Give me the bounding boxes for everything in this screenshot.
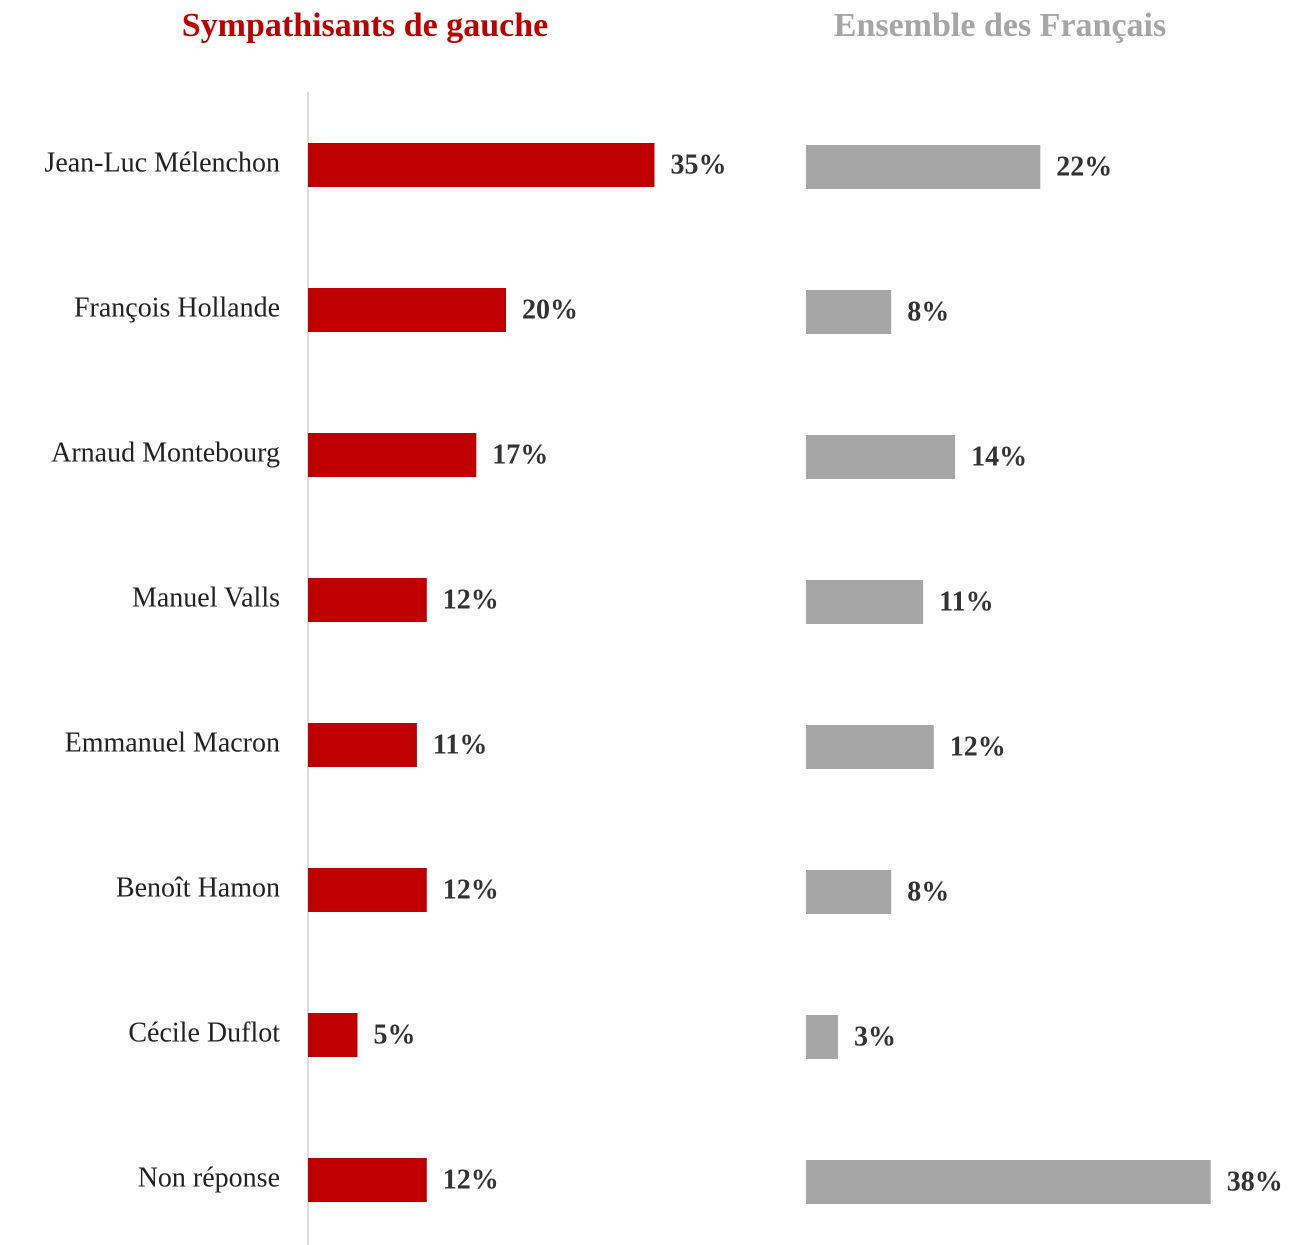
bar [806,290,892,334]
value-label: 20% [522,294,578,325]
bar [806,145,1041,189]
bar [806,1160,1211,1204]
bar [308,1013,358,1057]
value-label: 11% [939,586,993,617]
bar [806,725,934,769]
bar [308,433,477,477]
bar [806,870,892,914]
bar [308,578,427,622]
category-label: Cécile Duflot [128,1017,280,1048]
value-label: 3% [854,1021,896,1052]
value-label: 35% [671,149,727,180]
value-label: 12% [443,874,499,905]
bar [308,723,417,767]
bar [308,143,655,187]
value-label: 8% [907,296,949,327]
bar [806,435,956,479]
category-label: Non réponse [138,1162,280,1193]
bar [308,1158,427,1202]
bar [806,1015,838,1059]
value-label: 14% [971,441,1027,472]
bar [308,288,506,332]
value-label: 8% [907,876,949,907]
category-label: Manuel Valls [132,582,280,613]
category-label: Benoît Hamon [116,872,280,903]
category-label: Emmanuel Macron [65,727,280,758]
category-label: Jean-Luc Mélenchon [44,147,280,178]
value-label: 22% [1056,151,1112,182]
value-label: 5% [374,1019,416,1050]
chart-title: Sympathisants de gauche [182,7,549,44]
category-label: Arnaud Montebourg [51,437,280,468]
value-label: 17% [492,439,548,470]
value-label: 38% [1227,1166,1283,1197]
category-label: François Hollande [74,292,280,323]
value-label: 12% [443,584,499,615]
value-label: 11% [433,729,487,760]
chart-title: Ensemble des Français [834,7,1166,44]
bar [308,868,427,912]
bar [806,580,924,624]
value-label: 12% [950,731,1006,762]
value-label: 12% [443,1164,499,1195]
